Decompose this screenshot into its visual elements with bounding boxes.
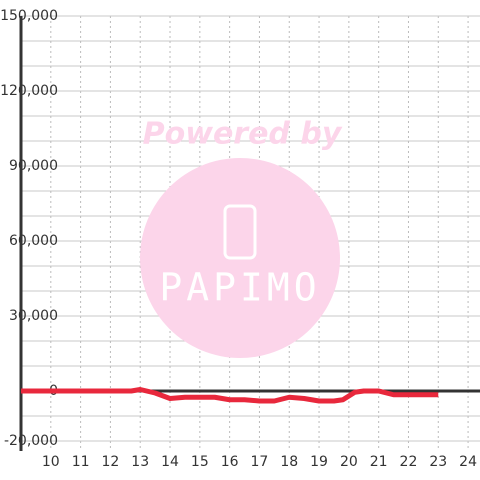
- watermark-logo: PAPIMO: [159, 266, 320, 310]
- data-line: [21, 387, 439, 404]
- x-tick-label: 23: [429, 454, 447, 470]
- watermark: Powered by PAPIMO: [140, 117, 343, 358]
- x-tick-label: 20: [340, 454, 358, 470]
- x-tick-label: 18: [280, 454, 298, 470]
- y-tick-label: 90,000: [9, 158, 58, 174]
- x-tick-label: 22: [400, 454, 418, 470]
- x-tick-label: 10: [42, 454, 60, 470]
- x-tick-label: 13: [131, 454, 149, 470]
- x-tick-label: 15: [191, 454, 209, 470]
- x-tick-label: 12: [102, 454, 120, 470]
- x-tick-label: 21: [370, 454, 388, 470]
- y-tick-label: 150,000: [0, 8, 58, 24]
- x-tick-label: 14: [161, 454, 179, 470]
- x-tick-label: 19: [310, 454, 328, 470]
- y-tick-label: 30,000: [9, 308, 58, 324]
- watermark-text: Powered by: [143, 117, 343, 152]
- x-tick-label: 17: [251, 454, 269, 470]
- x-tick-label: 24: [459, 454, 477, 470]
- x-tick-label: 16: [221, 454, 239, 470]
- y-tick-label: 120,000: [0, 83, 58, 99]
- y-tick-label: -20,000: [4, 433, 58, 449]
- x-tick-label: 11: [72, 454, 90, 470]
- y-tick-label: 60,000: [9, 233, 58, 249]
- watermark-icon: [223, 204, 257, 260]
